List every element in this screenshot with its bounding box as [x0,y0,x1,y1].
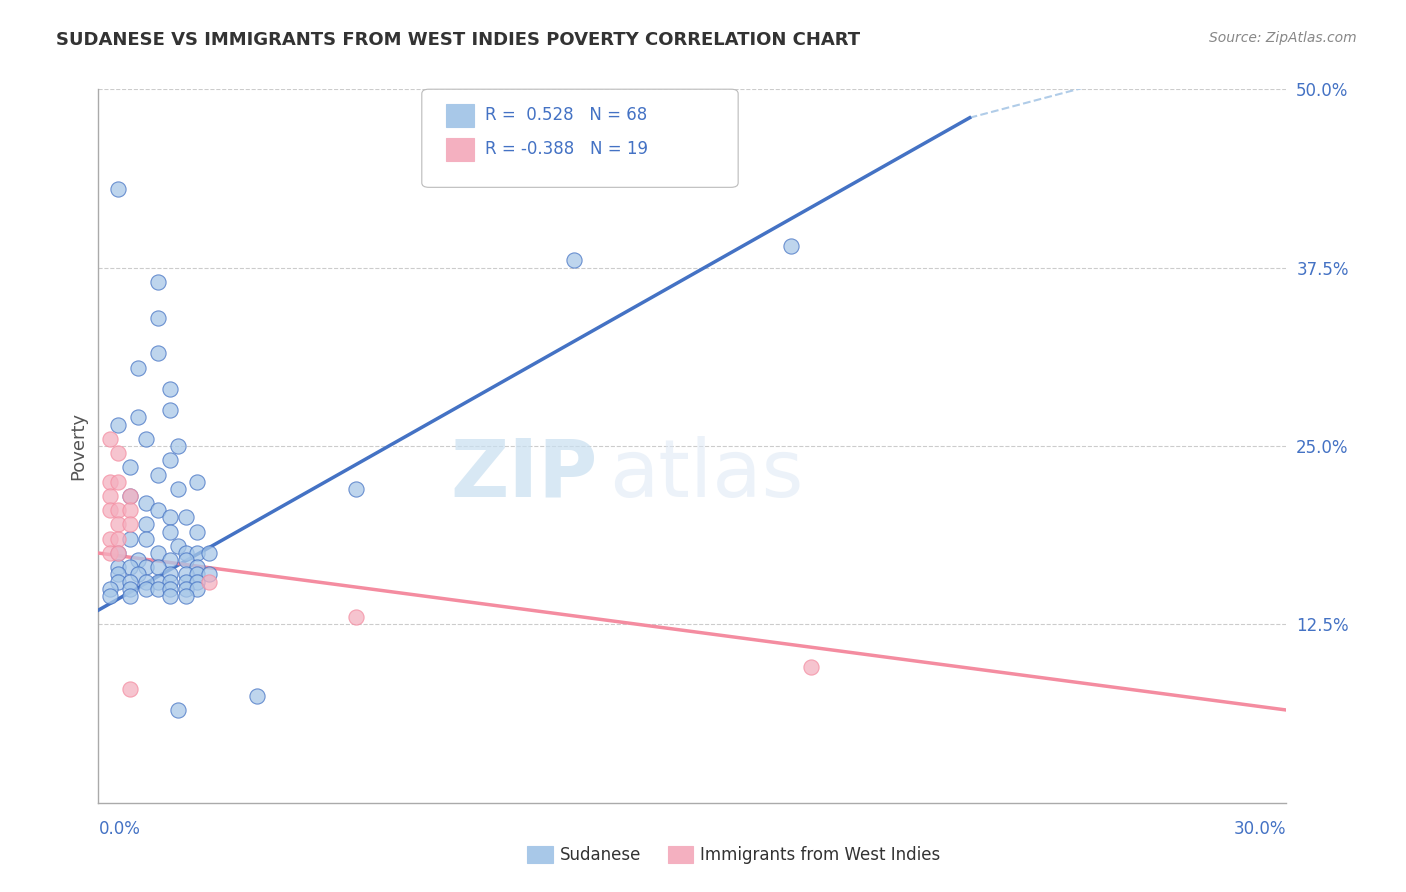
Text: Source: ZipAtlas.com: Source: ZipAtlas.com [1209,31,1357,45]
Point [159,574,181,589]
Point [120,517,142,532]
Point [146,467,169,482]
Point [107,567,129,582]
Point [107,574,129,589]
Point [127,553,149,567]
Point [107,475,129,489]
Point [127,567,149,582]
Point [107,532,129,546]
Point [98,475,121,489]
Point [107,546,129,560]
Point [98,582,121,596]
Text: 0.0%: 0.0% [98,820,141,838]
Point [135,432,157,446]
Point [186,475,208,489]
Point [120,574,142,589]
Point [186,567,208,582]
Point [166,539,188,553]
Point [107,517,129,532]
Text: R = -0.388   N = 19: R = -0.388 N = 19 [485,140,648,158]
Text: ZIP: ZIP [450,435,598,514]
Point [120,582,142,596]
Point [98,532,121,546]
Point [135,560,157,574]
Point [120,489,142,503]
Point [780,239,803,253]
Point [107,546,129,560]
Point [107,446,129,460]
Text: Immigrants from West Indies: Immigrants from West Indies [700,846,941,863]
Point [562,253,585,268]
Point [174,582,197,596]
Point [159,524,181,539]
Point [127,360,149,375]
Y-axis label: Poverty: Poverty [69,412,87,480]
Text: Sudanese: Sudanese [560,846,641,863]
Point [159,567,181,582]
Point [198,574,221,589]
Point [159,453,181,467]
Text: R =  0.528   N = 68: R = 0.528 N = 68 [485,106,647,124]
Point [186,524,208,539]
Point [174,546,197,560]
Point [186,582,208,596]
Point [98,489,121,503]
Point [120,503,142,517]
Point [186,560,208,574]
Point [146,560,169,574]
Point [98,432,121,446]
Point [146,546,169,560]
Point [135,574,157,589]
Point [98,546,121,560]
Text: 30.0%: 30.0% [1234,820,1286,838]
Point [120,560,142,574]
Point [127,410,149,425]
Point [159,553,181,567]
Point [246,689,269,703]
Point [146,503,169,517]
Point [120,681,142,696]
Point [800,660,823,674]
Point [135,532,157,546]
Point [135,517,157,532]
Point [98,589,121,603]
Point [107,503,129,517]
Text: SUDANESE VS IMMIGRANTS FROM WEST INDIES POVERTY CORRELATION CHART: SUDANESE VS IMMIGRANTS FROM WEST INDIES … [56,31,860,49]
Point [186,546,208,560]
Point [159,589,181,603]
Point [146,574,169,589]
Point [120,489,142,503]
Point [146,310,169,325]
Point [159,510,181,524]
Point [159,403,181,417]
Point [120,589,142,603]
Point [166,703,188,717]
Point [98,503,121,517]
Point [166,482,188,496]
Point [146,582,169,596]
Point [166,439,188,453]
Text: atlas: atlas [609,435,804,514]
Point [120,460,142,475]
Point [107,417,129,432]
Point [135,582,157,596]
Point [107,182,129,196]
Point [344,482,367,496]
Point [174,553,197,567]
Point [174,567,197,582]
Point [120,532,142,546]
Point [174,589,197,603]
Point [186,574,208,589]
Point [107,560,129,574]
Point [159,382,181,396]
Point [344,610,367,624]
Point [135,496,157,510]
Point [146,346,169,360]
Point [159,582,181,596]
Point [146,275,169,289]
Point [174,574,197,589]
Point [198,567,221,582]
Point [174,510,197,524]
Point [198,546,221,560]
